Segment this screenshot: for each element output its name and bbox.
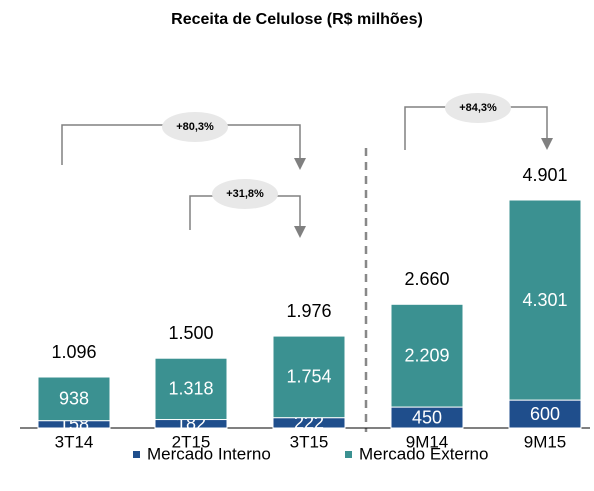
data-label: 1.754 <box>286 367 331 387</box>
bar-segment <box>508 199 582 401</box>
total-label: 4.901 <box>522 165 567 185</box>
bar-segment <box>508 399 582 429</box>
data-label: 1.318 <box>168 379 213 399</box>
legend-swatch <box>345 451 352 458</box>
data-label: 450 <box>412 407 442 427</box>
x-tick-label: 2T15 <box>172 432 211 451</box>
x-tick-label: 9M15 <box>524 432 567 451</box>
annotation: +80,3% <box>176 121 214 133</box>
x-tick-label: 3T15 <box>290 432 329 451</box>
legend-label: Mercado Externo <box>359 444 488 463</box>
comparison-brackets <box>61 106 548 230</box>
chart-title: Receita de Celulose (R$ milhões) <box>171 11 423 28</box>
arrow-heads <box>294 138 553 238</box>
data-label: 600 <box>530 404 560 424</box>
annotation: +84,3% <box>459 102 497 114</box>
bar-segment <box>390 303 464 408</box>
bar-segment <box>37 376 111 422</box>
total-label: 2.660 <box>404 269 449 289</box>
annotation: +31,8% <box>226 188 264 200</box>
data-label: 2.209 <box>404 345 449 365</box>
data-label: 4.301 <box>522 290 567 310</box>
legend-swatch <box>133 451 140 458</box>
legend-label: Mercado Interno <box>147 444 271 463</box>
total-label: 1.976 <box>286 301 331 321</box>
bar-segment <box>154 357 228 421</box>
total-label: 1.500 <box>168 323 213 343</box>
data-label: 938 <box>59 389 89 409</box>
x-tick-label: 3T14 <box>55 432 94 451</box>
bar-segment <box>272 335 346 419</box>
x-tick-label: 9M14 <box>406 432 449 451</box>
annotation-bubbles <box>162 93 511 209</box>
total-label: 1.096 <box>51 342 96 362</box>
